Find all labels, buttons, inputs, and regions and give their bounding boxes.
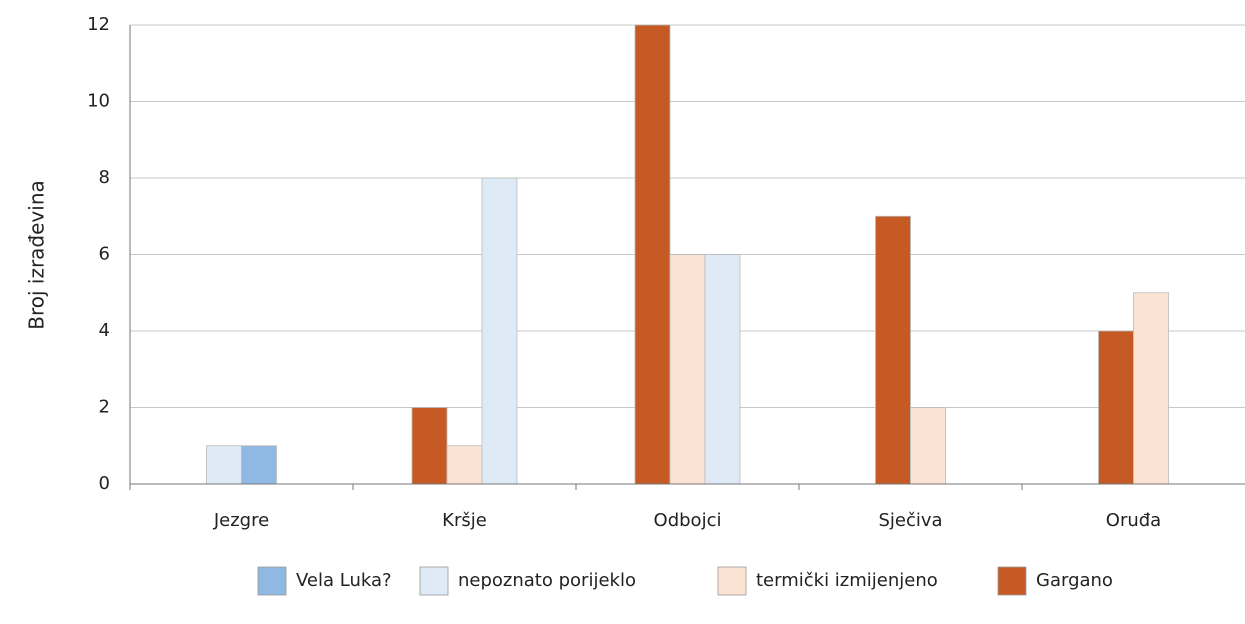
legend-swatch [997,566,1027,596]
legend-label: termički izmijenjeno [756,570,938,591]
legend-swatch [717,566,747,596]
x-tick-label: Kršje [442,510,487,531]
x-tick-label: Sječiva [878,510,942,531]
legend-label: nepoznato porijeklo [458,570,636,591]
bar [1133,292,1169,485]
y-tick-label: 8 [99,167,110,188]
y-tick-label: 12 [87,14,110,35]
bar [875,215,911,485]
y-tick-label: 4 [99,320,110,341]
bar [446,445,483,485]
y-tick-label: 10 [87,91,110,112]
legend-swatch [419,566,449,596]
legend-label: Vela Luka? [296,570,392,591]
y-tick-label: 6 [99,244,110,265]
bar [241,445,277,485]
y-tick-label: 2 [99,397,110,418]
legend-swatch [257,566,287,596]
y-tick-label: 0 [99,473,110,494]
x-tick-label: Oruđa [1106,510,1161,531]
bar [206,445,242,485]
bar [910,407,946,485]
x-tick-label: Jezgre [213,510,269,531]
x-tick-label: Odbojci [654,510,722,531]
bar [634,24,671,485]
bar [1098,330,1134,485]
y-axis-label: Broj izrađevina [25,180,49,330]
legend-label: Gargano [1036,570,1113,591]
bar [669,254,706,485]
bar [704,254,741,485]
bar [411,407,448,485]
bar [481,177,518,485]
